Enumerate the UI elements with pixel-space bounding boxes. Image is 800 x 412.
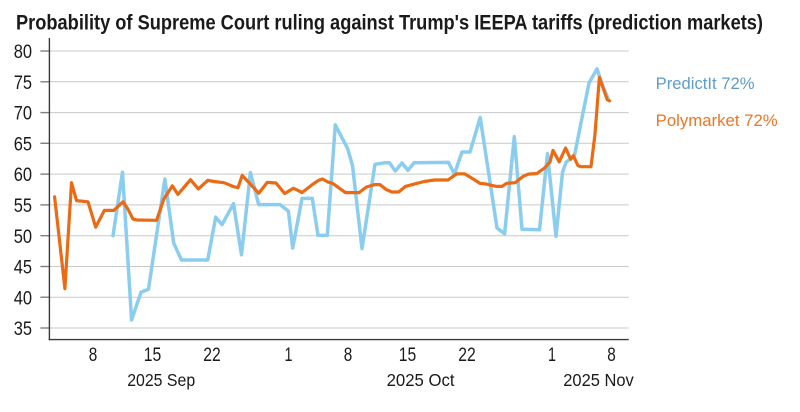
svg-text:15: 15 bbox=[144, 344, 162, 366]
svg-text:45: 45 bbox=[14, 257, 32, 279]
svg-text:60: 60 bbox=[14, 164, 32, 186]
svg-text:15: 15 bbox=[399, 344, 417, 366]
svg-text:80: 80 bbox=[14, 41, 32, 63]
svg-text:65: 65 bbox=[14, 133, 32, 155]
svg-text:55: 55 bbox=[14, 195, 32, 217]
svg-text:PredictIt 72%: PredictIt 72% bbox=[656, 75, 755, 93]
svg-text:8: 8 bbox=[607, 344, 616, 366]
svg-text:35: 35 bbox=[14, 318, 32, 340]
svg-text:1: 1 bbox=[548, 344, 556, 366]
svg-text:2025 Sep: 2025 Sep bbox=[127, 370, 195, 390]
svg-text:50: 50 bbox=[14, 226, 32, 248]
svg-text:8: 8 bbox=[344, 344, 353, 366]
svg-text:1: 1 bbox=[285, 344, 293, 366]
svg-text:22: 22 bbox=[203, 344, 221, 366]
svg-text:70: 70 bbox=[14, 103, 32, 125]
svg-text:22: 22 bbox=[458, 344, 476, 366]
svg-text:Probability of Supreme Court r: Probability of Supreme Court ruling agai… bbox=[16, 12, 763, 35]
svg-text:75: 75 bbox=[14, 72, 32, 94]
svg-text:40: 40 bbox=[14, 287, 32, 309]
svg-text:8: 8 bbox=[89, 344, 98, 366]
svg-text:Polymarket 72%: Polymarket 72% bbox=[656, 112, 778, 130]
svg-text:2025 Nov: 2025 Nov bbox=[563, 370, 634, 390]
svg-text:2025 Oct: 2025 Oct bbox=[387, 370, 455, 390]
